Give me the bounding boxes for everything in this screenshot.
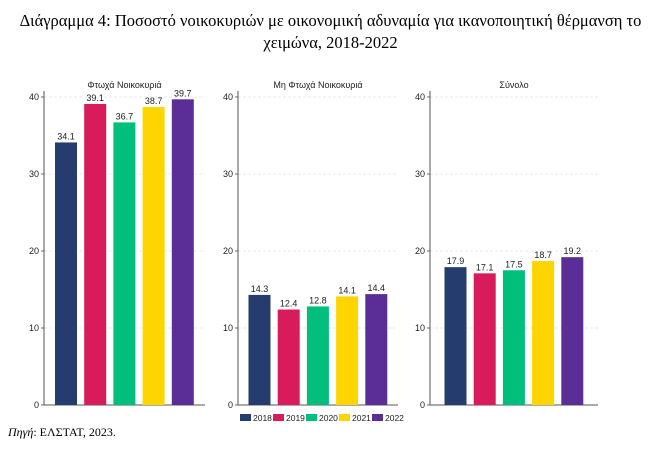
title-line-1: Διάγραμμα 4: Ποσοστό νοικοκυριών με οικο… xyxy=(19,11,642,30)
y-tick-label: 30 xyxy=(223,169,233,179)
data-label: 12.8 xyxy=(309,295,327,305)
y-tick-label: 10 xyxy=(223,323,233,333)
y-tick-label: 20 xyxy=(29,246,39,256)
data-label: 34.1 xyxy=(57,131,75,141)
data-label: 39.1 xyxy=(86,93,104,103)
panel-title: Φτωχά Νοικοκυριά xyxy=(87,80,161,90)
data-label: 19.2 xyxy=(564,246,582,256)
y-tick-label: 10 xyxy=(29,323,39,333)
panel-title: Μη Φτωχά Νοικοκυριά xyxy=(273,80,362,90)
data-label: 14.3 xyxy=(251,284,269,294)
data-label: 17.1 xyxy=(476,262,494,272)
data-label: 17.5 xyxy=(505,259,523,269)
legend-swatch-2020 xyxy=(306,414,317,421)
y-tick-label: 30 xyxy=(415,169,425,179)
data-label: 12.4 xyxy=(280,299,298,309)
chart-title: Διάγραμμα 4: Ποσοστό νοικοκυριών με οικο… xyxy=(0,10,661,54)
y-tick-label: 30 xyxy=(29,169,39,179)
y-tick-label: 40 xyxy=(415,92,425,102)
data-label: 18.7 xyxy=(534,250,552,260)
legend-label: 2018 xyxy=(253,413,272,423)
bar-2019 xyxy=(277,309,300,405)
legend-label: 2021 xyxy=(352,413,371,423)
bar-2018 xyxy=(55,142,77,405)
bar-2018 xyxy=(248,294,271,405)
legend-swatch-2019 xyxy=(273,414,284,421)
legend-swatch-2022 xyxy=(372,414,383,421)
bar-2022 xyxy=(561,257,584,405)
y-tick-label: 0 xyxy=(228,400,233,410)
y-tick-label: 20 xyxy=(415,246,425,256)
y-tick-label: 40 xyxy=(29,92,39,102)
y-tick-label: 20 xyxy=(223,246,233,256)
legend-swatch-2021 xyxy=(339,414,350,421)
data-label: 17.9 xyxy=(447,256,465,266)
bar-2019 xyxy=(84,103,107,406)
bar-2019 xyxy=(473,273,496,405)
y-tick-label: 0 xyxy=(420,400,425,410)
data-label: 39.7 xyxy=(174,88,192,98)
source-text: : ΕΛΣΤΑΤ, 2023. xyxy=(33,425,116,439)
bar-2022 xyxy=(171,99,194,405)
panel-title: Σύνολο xyxy=(499,80,528,90)
y-tick-label: 40 xyxy=(223,92,233,102)
bar-2020 xyxy=(113,122,136,405)
bar-2021 xyxy=(142,107,165,405)
legend-label: 2022 xyxy=(385,413,404,423)
bar-2020 xyxy=(306,306,329,405)
source-label: Πηγή xyxy=(8,425,34,439)
legend-label: 2020 xyxy=(319,413,338,423)
bar-2018 xyxy=(444,267,467,405)
y-tick-label: 0 xyxy=(34,400,39,410)
data-label: 14.1 xyxy=(338,285,356,295)
data-label: 38.7 xyxy=(145,96,163,106)
bar-2021 xyxy=(532,261,555,405)
bar-2022 xyxy=(365,294,388,405)
bar-2020 xyxy=(502,270,525,405)
data-label: 36.7 xyxy=(116,111,134,121)
title-line-2: χειμώνα, 2018-2022 xyxy=(263,33,398,52)
y-tick-label: 10 xyxy=(415,323,425,333)
bar-2021 xyxy=(336,296,359,405)
legend-swatch-2018 xyxy=(240,414,251,421)
source-note: Πηγή: ΕΛΣΤΑΤ, 2023. xyxy=(8,425,116,440)
data-label: 14.4 xyxy=(368,283,386,293)
legend-label: 2019 xyxy=(286,413,305,423)
